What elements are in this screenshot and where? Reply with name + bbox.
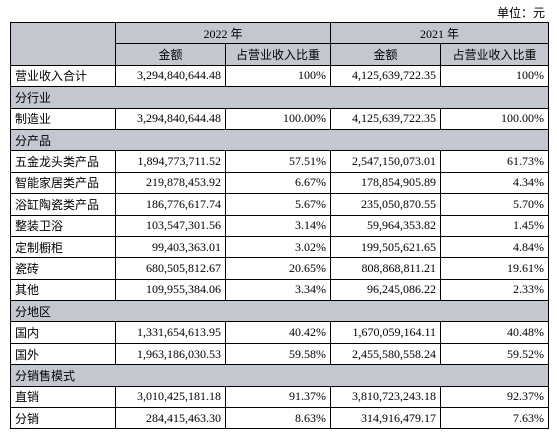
amount-cell: 235,050,870.55 [330, 193, 442, 216]
column-header: 占营业收入比重 [224, 43, 332, 66]
ratio-cell: 40.42% [224, 321, 332, 344]
data-row: 其他 109,955,384.06 3.34% 96,245,086.22 2.33% [10, 278, 550, 302]
row-label: 营业收入合计 [10, 64, 116, 88]
amount-cell: 2,455,580,558.24 [330, 342, 442, 366]
row-label: 瓷砖 [10, 257, 116, 280]
year-header: 2021 年 [330, 21, 550, 45]
ratio-cell: 92.37% [440, 385, 550, 409]
section-label: 分销售模式 [9, 364, 550, 387]
corner-cell [10, 22, 116, 66]
amount-cell: 680,505,812.67 [115, 257, 226, 280]
ratio-cell: 100% [224, 64, 332, 88]
ratio-cell: 100.00% [224, 107, 332, 130]
ratio-cell: 4.84% [440, 235, 550, 259]
amount-cell: 2,547,150,073.01 [330, 150, 442, 173]
ratio-cell: 91.37% [224, 385, 332, 409]
ratio-cell: 3.14% [224, 214, 332, 237]
ratio-cell: 19.61% [440, 257, 550, 280]
ratio-cell: 1.45% [440, 214, 550, 237]
amount-cell: 3,810,723,243.18 [330, 385, 442, 409]
amount-cell: 178,854,905.89 [330, 171, 442, 195]
amount-cell: 103,547,301.56 [115, 214, 226, 237]
row-label: 整装卫浴 [10, 214, 116, 237]
ratio-cell: 100% [440, 64, 550, 88]
amount-cell: 3,294,840,644.48 [115, 64, 226, 88]
amount-cell: 3,294,840,644.48 [115, 107, 226, 130]
amount-cell: 284,415,463.30 [115, 407, 226, 430]
section-label: 分产品 [9, 128, 550, 152]
amount-cell: 1,331,654,613.95 [115, 321, 226, 344]
column-header: 占营业收入比重 [440, 43, 550, 66]
section-row: 分行业 [9, 86, 550, 109]
amount-cell: 1,963,186,030.53 [115, 342, 226, 366]
data-row: 智能家居类产品 219,878,453.92 6.67% 178,854,905.89… [10, 171, 550, 195]
section-row: 分产品 [9, 128, 550, 152]
data-row: 直销 3,010,425,181.18 91.37% 3,810,723,243.18… [10, 385, 550, 409]
ratio-cell: 3.02% [224, 235, 332, 259]
header-row: 2022 年 2021 年 [10, 21, 550, 66]
data-row: 整装卫浴 103,547,301.56 3.14% 59,964,353.82 1.45… [10, 214, 550, 237]
amount-cell: 3,010,425,181.18 [115, 385, 226, 409]
row-label: 智能家居类产品 [10, 171, 116, 195]
row-label: 五金龙头类产品 [10, 150, 116, 173]
data-row: 分销 284,415,463.30 8.63% 314,916,479.17 7.63% [10, 407, 550, 430]
amount-cell: 59,964,353.82 [330, 214, 442, 237]
row-label: 制造业 [10, 107, 116, 130]
header-row: 金额 占营业收入比重 金额 占营业收入比重 [11, 43, 550, 66]
section-label: 分行业 [9, 86, 550, 109]
data-row: 制造业 3,294,840,644.48 100.00% 4,125,639,722.… [10, 107, 550, 130]
row-label: 国内 [10, 321, 116, 344]
ratio-cell: 4.34% [440, 171, 550, 195]
amount-cell: 1,670,059,164.11 [330, 321, 442, 344]
table-body: 营业收入合计 3,294,840,644.48 100% 4,125,639,722.… [9, 64, 550, 430]
amount-cell: 4,125,639,722.35 [330, 64, 442, 88]
row-label: 浴缸陶瓷类产品 [10, 193, 116, 216]
amount-cell: 808,868,811.21 [330, 257, 442, 280]
row-label: 定制橱柜 [10, 235, 116, 259]
ratio-cell: 61.73% [440, 150, 550, 173]
row-label: 国外 [10, 342, 116, 366]
ratio-cell: 100.00% [440, 107, 550, 130]
ratio-cell: 3.34% [224, 278, 332, 302]
amount-cell: 219,878,453.92 [115, 171, 226, 195]
data-row: 五金龙头类产品 1,894,773,711.52 57.51% 2,547,150,0… [10, 150, 550, 173]
ratio-cell: 5.70% [440, 193, 550, 216]
amount-cell: 1,894,773,711.52 [115, 150, 226, 173]
amount-cell: 109,955,384.06 [115, 278, 226, 302]
ratio-cell: 20.65% [224, 257, 332, 280]
section-row: 分销售模式 [9, 364, 550, 387]
ratio-cell: 2.33% [440, 278, 550, 302]
ratio-cell: 40.48% [440, 321, 550, 344]
row-label: 其他 [10, 278, 116, 302]
ratio-cell: 7.63% [440, 407, 550, 430]
data-row: 浴缸陶瓷类产品 186,776,617.74 5.67% 235,050,870.55… [10, 193, 550, 216]
data-row: 定制橱柜 99,403,363.01 3.02% 199,505,621.65 4.84… [10, 235, 550, 259]
row-label: 直销 [10, 385, 116, 409]
row-label: 分销 [10, 407, 116, 430]
amount-cell: 199,505,621.65 [330, 235, 442, 259]
revenue-table: 2022 年 2021 年 金额 占营业收入比重 金额 占营业收入比重 营业收入… [9, 21, 550, 430]
ratio-cell: 8.63% [224, 407, 332, 430]
data-row: 国内 1,331,654,613.95 40.42% 1,670,059,164.11… [10, 321, 550, 344]
amount-cell: 186,776,617.74 [115, 193, 226, 216]
data-row: 营业收入合计 3,294,840,644.48 100% 4,125,639,722.… [10, 64, 550, 88]
ratio-cell: 5.67% [224, 193, 332, 216]
ratio-cell: 6.67% [224, 171, 332, 195]
amount-cell: 4,125,639,722.35 [330, 107, 442, 130]
data-row: 瓷砖 680,505,812.67 20.65% 808,868,811.21 19.6… [10, 257, 550, 280]
column-header: 金额 [330, 43, 442, 66]
ratio-cell: 59.52% [440, 342, 550, 366]
amount-cell: 96,245,086.22 [330, 278, 442, 302]
year-header: 2022 年 [114, 21, 332, 45]
ratio-cell: 59.58% [224, 342, 332, 366]
section-row: 分地区 [9, 300, 550, 323]
unit-label: 单位：元 [496, 6, 545, 20]
section-label: 分地区 [9, 300, 550, 323]
ratio-cell: 57.51% [224, 150, 332, 173]
column-header: 金额 [115, 43, 226, 66]
data-row: 国外 1,963,186,030.53 59.58% 2,455,580,558.24… [10, 342, 550, 366]
amount-cell: 314,916,479.17 [330, 407, 442, 430]
amount-cell: 99,403,363.01 [115, 235, 226, 259]
